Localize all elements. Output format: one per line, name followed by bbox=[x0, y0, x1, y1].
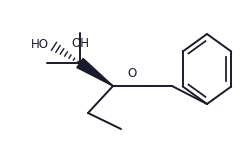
Text: OH: OH bbox=[71, 37, 89, 50]
Text: HO: HO bbox=[31, 38, 49, 51]
Polygon shape bbox=[77, 59, 113, 86]
Text: O: O bbox=[128, 67, 137, 80]
